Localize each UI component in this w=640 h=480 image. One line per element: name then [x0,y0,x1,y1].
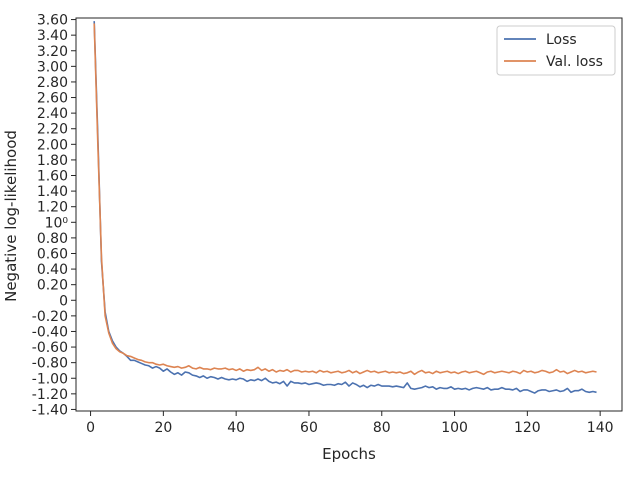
y-tick-label: -0.80 [32,356,68,372]
y-axis-label: Negative log-likelihood [2,130,20,302]
y-tick-label: 3.20 [37,44,68,60]
y-tick-label: 3.40 [37,28,68,44]
y-tick-label: 0.40 [37,262,68,278]
y-tick-label: 10⁰ [45,215,69,231]
y-tick-label: 1.40 [37,184,68,200]
y-tick-label: -1.20 [32,387,68,403]
y-tick-label: 2.20 [37,122,68,138]
y-tick-label: 0.80 [37,231,68,247]
y-tick-label: -0.40 [32,324,68,340]
plot-area-frame [75,17,623,412]
y-tick-label: 2.60 [37,91,68,107]
y-tick-label: 3.60 [37,13,68,29]
legend-label-2: Val. loss [546,54,603,70]
y-axis: -1.40-1.20-1.00-0.80-0.60-0.40-0.2000.20… [32,13,76,418]
y-tick-label: 1.20 [37,200,68,216]
x-tick-label: 40 [227,420,245,436]
y-tick-label: 2.40 [37,106,68,122]
y-tick-label: 3.00 [37,59,68,75]
x-tick-label: 0 [86,420,95,436]
x-tick-label: 60 [300,420,318,436]
x-tick-label: 140 [587,420,614,436]
y-tick-label: 1.80 [37,153,68,169]
y-tick-label: -1.40 [32,402,68,418]
y-tick-label: 0.20 [37,278,68,294]
x-tick-label: 100 [441,420,468,436]
legend-label-1: Loss [546,32,577,48]
x-axis: 0 20 40 60 80 100 120 140 [86,411,614,436]
series-line-1 [93,21,597,394]
y-tick-label: 1.60 [37,169,68,185]
y-tick-label: 2.80 [37,75,68,91]
y-tick-label: 0.60 [37,246,68,262]
y-tick-label: -1.00 [32,371,68,387]
x-tick-label: 120 [514,420,541,436]
x-tick-label: 80 [373,420,391,436]
y-tick-label: -0.60 [32,340,68,356]
y-tick-label: 2.00 [37,137,68,153]
y-tick-label: 0 [59,293,68,309]
x-axis-label: Epochs [322,445,376,463]
x-tick-label: 20 [154,420,172,436]
y-tick-label: -0.20 [32,309,68,325]
legend: Loss Val. loss [496,25,616,76]
series-layer [93,21,597,394]
series-line-2 [93,23,597,376]
